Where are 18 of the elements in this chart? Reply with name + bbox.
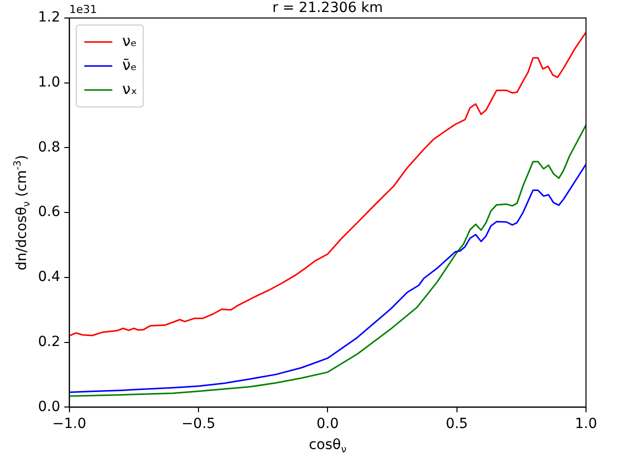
y-tick-label: 0.0: [38, 398, 60, 415]
legend-label: ν̄ₑ: [122, 56, 137, 74]
legend-label: νₓ: [122, 80, 138, 98]
y-tick-label: 0.8: [38, 139, 60, 156]
chart-title: r = 21.2306 km: [272, 0, 383, 16]
x-tick-label: −1.0: [52, 416, 86, 432]
x-tick-label: 1.0: [574, 416, 598, 432]
x-tick-label: 0.0: [316, 416, 339, 432]
text: 1e31: [69, 3, 98, 16]
y-tick-label: 1.0: [38, 74, 60, 91]
y-axis-title: dn/dcosθν (cm-3): [12, 154, 32, 270]
y-tick-label: 0.2: [38, 334, 60, 350]
x-tick-label: −0.5: [181, 416, 216, 432]
y-tick-label: 0.6: [38, 204, 60, 220]
x-tick-label: 0.5: [446, 416, 468, 432]
y-tick-label: 0.4: [38, 269, 60, 286]
legend-label: νₑ: [122, 32, 137, 50]
y-tick-label: 1.2: [38, 10, 60, 26]
